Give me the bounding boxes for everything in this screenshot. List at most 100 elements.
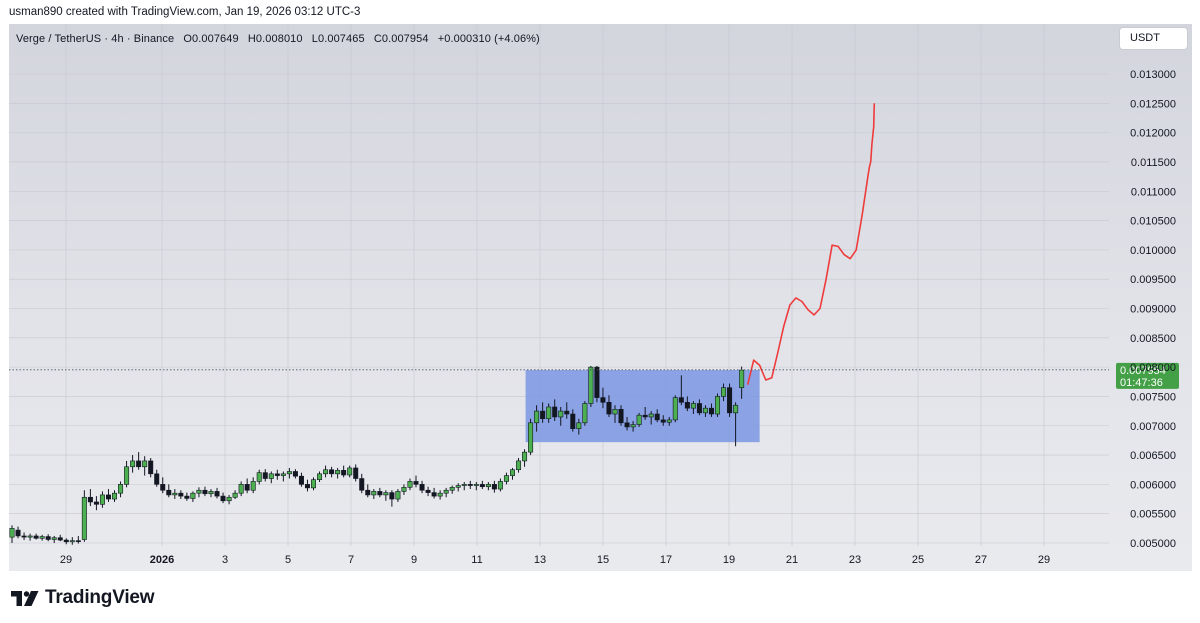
- range-box-layer: [525, 370, 760, 443]
- candle-body: [45, 536, 51, 540]
- candle-body: [190, 492, 196, 499]
- brand-name: TradingView: [45, 587, 155, 608]
- x-tick-label: 19: [723, 554, 735, 566]
- candle-body: [27, 535, 33, 538]
- range-box: [525, 370, 760, 443]
- candle-body: [136, 460, 142, 468]
- candle-body: [93, 501, 99, 505]
- x-tick-label: 5: [285, 554, 291, 566]
- candle-body: [461, 484, 467, 486]
- candle-body: [672, 397, 678, 421]
- candle-body: [509, 469, 515, 476]
- candle-body: [359, 478, 365, 491]
- grid: [9, 24, 1109, 546]
- candle-body: [220, 495, 226, 502]
- countdown-label: 01:47:36: [1120, 377, 1163, 389]
- candle-body: [606, 401, 612, 415]
- candle-body: [727, 387, 733, 414]
- y-tick-label: 0.011000: [1131, 186, 1176, 198]
- candles: [9, 365, 745, 545]
- change-value: +0.000310 (+4.06%): [437, 33, 540, 45]
- candle-body: [479, 484, 485, 488]
- candle-body: [112, 492, 118, 500]
- candle-body: [491, 484, 497, 490]
- x-tick-label: 29: [60, 554, 72, 566]
- candle-body: [449, 487, 455, 491]
- candle-body: [341, 470, 347, 476]
- candle-body: [142, 460, 148, 468]
- symbol-legend: Verge / TetherUS · 4h · Binance O0.00764…: [16, 33, 546, 45]
- time-axis: 29 2026 3 5 7 9 11 13 15 17 19 21 23 25 27 29: [60, 554, 1050, 566]
- y-tick-label: 0.006000: [1130, 479, 1176, 491]
- candle-body: [69, 540, 75, 543]
- candle-body: [9, 528, 15, 538]
- y-tick-label: 0.006500: [1130, 450, 1176, 462]
- candle-body: [130, 460, 136, 468]
- candle-body: [335, 470, 341, 475]
- candle-body: [702, 407, 708, 414]
- chart-panel[interactable]: 0.007954 01:47:36 0.013000 0.012500 0.01200…: [9, 24, 1192, 571]
- tradingview-logo-icon: [11, 590, 39, 606]
- candle-body: [172, 492, 178, 496]
- candle-body: [666, 419, 672, 423]
- candle-body: [401, 487, 407, 492]
- candle-body: [431, 492, 437, 497]
- candle-body: [21, 535, 27, 538]
- candle-body: [105, 494, 111, 500]
- y-tick-label: 0.012500: [1130, 98, 1176, 110]
- candle-body: [739, 369, 745, 388]
- candle-body: [232, 492, 238, 498]
- y-tick-label: 0.008500: [1130, 333, 1176, 345]
- candle-body: [196, 489, 202, 494]
- tradingview-logo[interactable]: TradingView: [11, 587, 155, 609]
- chart-caption: usman890 created with TradingView.com, J…: [9, 6, 361, 18]
- candle-body: [377, 491, 383, 496]
- candle-body: [690, 403, 696, 409]
- candle-body: [389, 492, 395, 500]
- candle-body: [214, 491, 220, 497]
- candle-body: [636, 414, 642, 425]
- candle-body: [594, 366, 600, 398]
- x-tick-label: 17: [660, 554, 672, 566]
- candle-body: [395, 491, 401, 500]
- candle-body: [534, 410, 540, 424]
- x-tick-label: 23: [849, 554, 861, 566]
- candle-body: [298, 475, 304, 485]
- y-tick-label: 0.012000: [1130, 128, 1176, 140]
- candle-body: [51, 537, 57, 540]
- candle-body: [154, 473, 160, 485]
- candle-body: [407, 481, 413, 488]
- last-price-tag: [1116, 362, 1179, 389]
- candle-body: [57, 537, 63, 541]
- candle-body: [696, 403, 702, 414]
- x-tick-label: 7: [348, 554, 354, 566]
- candle-body: [329, 469, 335, 475]
- y-tick-label: 0.007000: [1130, 421, 1176, 433]
- candle-body: [618, 409, 624, 424]
- candle-body: [274, 473, 280, 476]
- candle-body: [310, 479, 316, 489]
- candle-body: [250, 481, 256, 491]
- y-tick-label: 0.005500: [1130, 509, 1176, 521]
- candle-body: [178, 492, 184, 497]
- x-tick-label: 13: [534, 554, 546, 566]
- x-tick-label: 15: [597, 554, 609, 566]
- x-tick-label: 9: [411, 554, 417, 566]
- candle-body: [304, 484, 310, 489]
- projection-line: [746, 103, 876, 385]
- y-tick-label: 0.009500: [1130, 274, 1176, 286]
- candle-body: [570, 413, 576, 429]
- candle-body: [256, 472, 262, 482]
- candle-body: [208, 491, 214, 495]
- candle-body: [124, 466, 130, 485]
- currency-button[interactable]: USDT: [1120, 28, 1187, 49]
- candle-body: [552, 406, 558, 418]
- candle-body: [660, 419, 666, 423]
- candle-body: [648, 413, 654, 418]
- x-tick-label: 29: [1038, 554, 1050, 566]
- candle-body: [202, 489, 208, 495]
- candle-body: [522, 451, 528, 462]
- candle-body: [371, 491, 377, 496]
- candle-body: [467, 484, 473, 486]
